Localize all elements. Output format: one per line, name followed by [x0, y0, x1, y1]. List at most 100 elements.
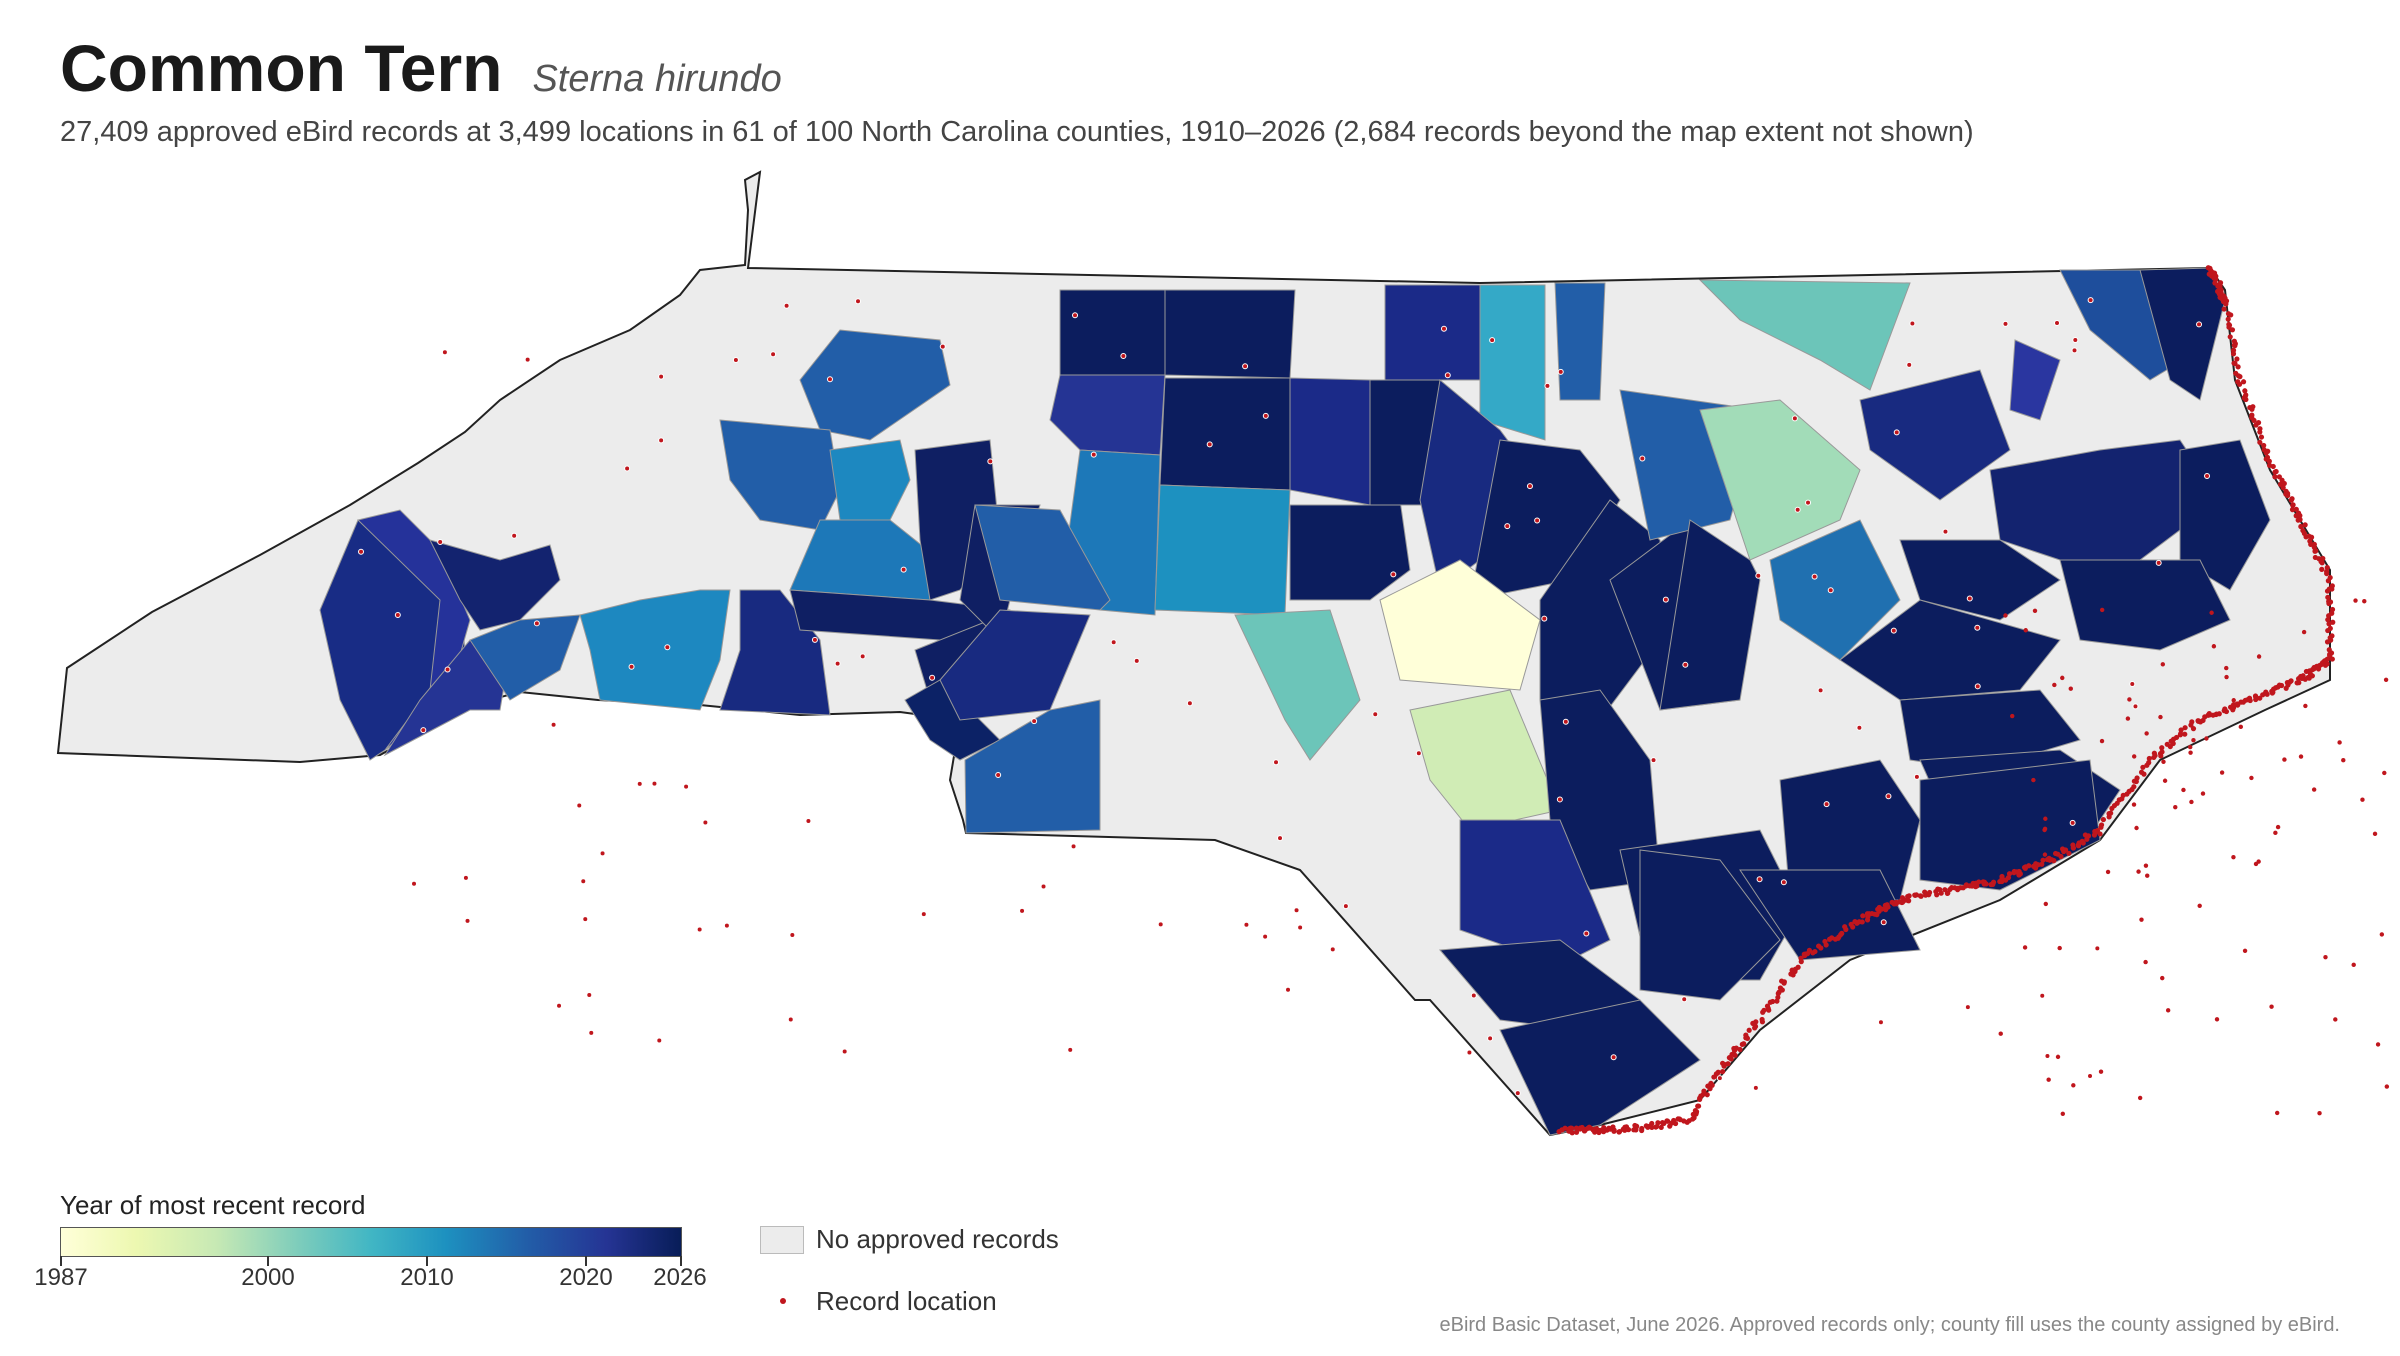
record-dot	[2257, 439, 2263, 445]
record-dot	[2302, 522, 2308, 528]
record-dot	[1504, 523, 1511, 530]
record-dot	[2353, 598, 2358, 603]
record-dot	[1242, 363, 1249, 370]
record-dot	[2313, 548, 2319, 554]
record-dot	[1942, 528, 1949, 535]
record-dot	[1544, 382, 1551, 389]
record-dot	[2303, 703, 2308, 709]
county	[1459, 819, 1611, 966]
record-dot	[1273, 759, 1280, 766]
record-dot	[1860, 913, 1866, 919]
record-dot	[1120, 352, 1127, 359]
record-dot	[2333, 1017, 2338, 1022]
record-dot	[1937, 886, 1943, 893]
record-dot	[2379, 932, 2385, 937]
record-dot	[2329, 656, 2335, 662]
record-dot	[2146, 760, 2152, 766]
record-dot	[2098, 1069, 2104, 1074]
colorbar-tick	[680, 1256, 682, 1266]
record-dot	[2204, 736, 2209, 741]
county	[579, 589, 731, 711]
record-dot	[1390, 571, 1397, 578]
county	[1164, 289, 1296, 379]
record-dot	[556, 1002, 563, 1009]
record-dot	[2298, 523, 2304, 530]
record-dot	[1974, 624, 1981, 631]
record-dot	[2231, 360, 2237, 366]
record-dot	[2243, 396, 2249, 403]
record-dot	[2143, 959, 2148, 965]
record-dot	[2301, 629, 2307, 635]
record-dot	[2087, 297, 2094, 304]
county	[1159, 377, 1291, 491]
record-dot	[1842, 924, 1848, 930]
record-dot	[2253, 696, 2259, 703]
record-dot	[2042, 826, 2048, 832]
record-dot	[394, 612, 401, 619]
record-dot	[1596, 1129, 1602, 1136]
record-dot	[1726, 1055, 1732, 1061]
record-dot	[1964, 1004, 1971, 1011]
record-dot	[2266, 458, 2272, 464]
record-dot	[1988, 881, 1994, 888]
record-dot	[2145, 873, 2150, 878]
record-dot	[420, 727, 427, 734]
record-dot	[1823, 801, 1830, 808]
record-dot	[2288, 497, 2294, 503]
record-dot	[2324, 588, 2331, 594]
record-dot	[2229, 327, 2236, 333]
record-dot	[1577, 1125, 1584, 1131]
record-dot	[1573, 1125, 1580, 1131]
record-dot	[2221, 306, 2227, 312]
record-dot	[1918, 893, 1924, 899]
record-dot	[2162, 778, 2168, 783]
county	[1154, 484, 1291, 616]
county	[1379, 559, 1541, 691]
colorbar-tick-label: 2000	[241, 1264, 295, 1291]
record-dot	[2225, 316, 2231, 322]
colorbar	[60, 1227, 682, 1257]
record-dot	[1262, 412, 1269, 419]
record-dot	[2066, 850, 2072, 856]
record-dot	[2159, 745, 2165, 751]
record-dot	[2242, 948, 2248, 953]
record-dot	[1601, 1125, 1607, 1131]
record-dot	[2164, 741, 2170, 747]
record-dot	[1583, 930, 1590, 937]
record-dot	[1704, 1092, 1710, 1098]
legend-title: Year of most recent record	[60, 1190, 366, 1220]
record-dot	[2360, 797, 2365, 802]
record-dot	[2311, 787, 2317, 792]
record-dot	[1770, 998, 1776, 1005]
colorbar-tick-label: 2020	[559, 1264, 613, 1291]
record-dot	[2297, 513, 2303, 519]
record-dot	[1072, 312, 1079, 319]
record-dot	[2324, 570, 2330, 577]
county	[1769, 519, 1901, 661]
county	[1289, 377, 1371, 506]
record-dot	[1487, 1035, 1494, 1042]
record-dot	[444, 666, 451, 673]
record-dot	[1607, 1126, 1613, 1132]
county	[2139, 267, 2226, 401]
record-dot	[2257, 429, 2263, 435]
county	[1839, 599, 2061, 701]
record-dot	[2303, 668, 2310, 675]
record-dot	[1620, 1126, 1626, 1132]
page-title: Common Tern	[60, 31, 503, 105]
record-dot	[2227, 334, 2233, 340]
record-dot	[1798, 959, 1804, 965]
record-dot	[1297, 924, 1304, 931]
record-dot	[2285, 490, 2291, 497]
record-dot	[2237, 374, 2243, 380]
record-dot	[2030, 863, 2037, 869]
record-dot	[1829, 935, 1835, 941]
record-dot	[1802, 953, 1808, 959]
record-dot	[1721, 1063, 1727, 1069]
record-dot	[1774, 998, 1780, 1004]
colorbar-tick	[426, 1256, 428, 1266]
record-dot	[1186, 700, 1193, 707]
record-dot	[2182, 725, 2188, 731]
record-dot	[2094, 945, 2101, 952]
record-dot	[2010, 713, 2015, 719]
